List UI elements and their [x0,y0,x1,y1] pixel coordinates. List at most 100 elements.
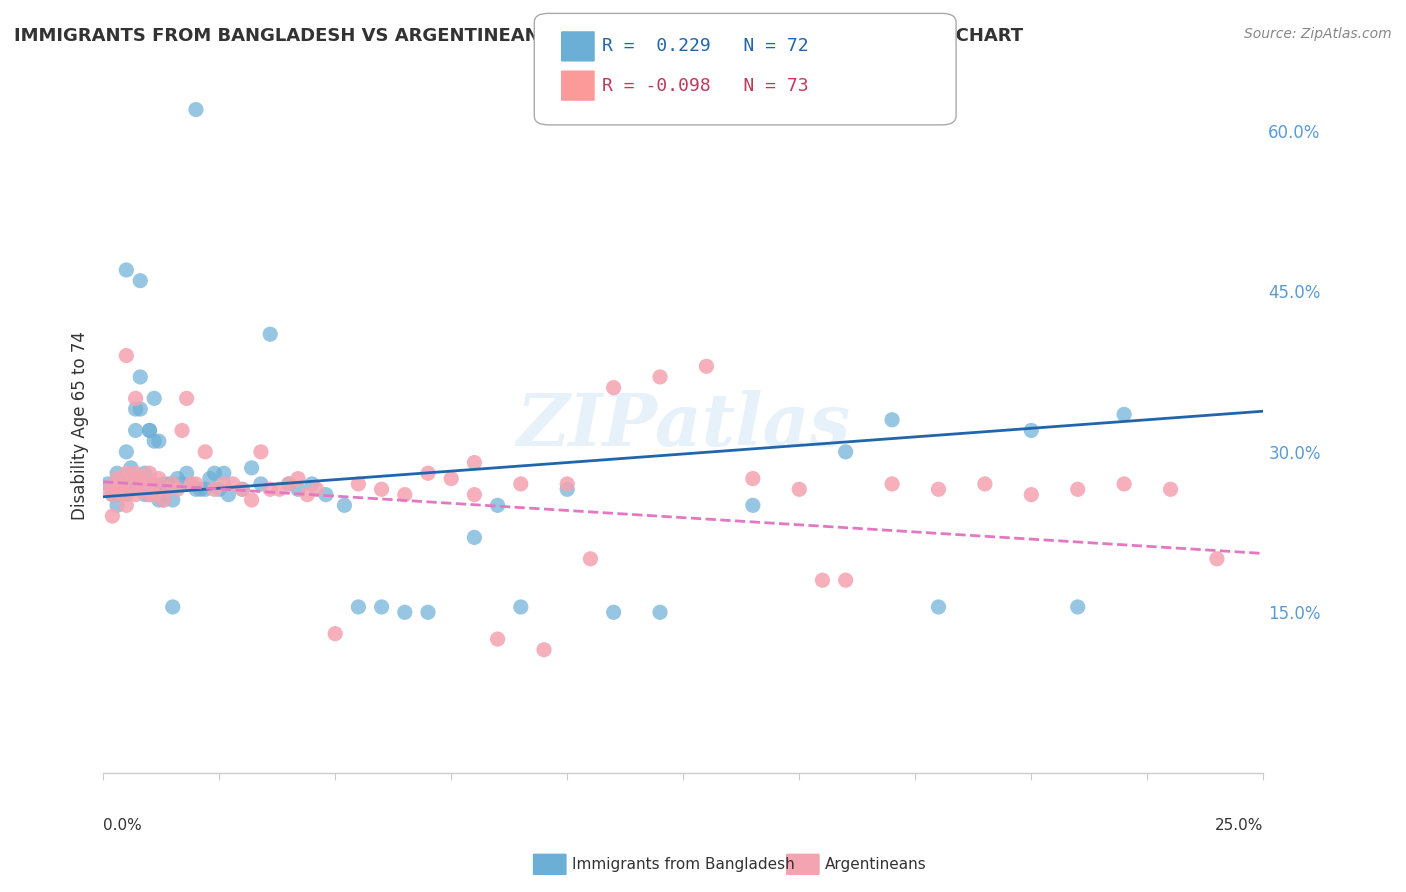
Point [157,477,180,491]
Point [323,626,346,640]
Point [1067,599,1090,614]
Point [204,467,226,481]
Point [259,327,281,342]
Point [97,477,120,491]
Point [152,477,174,491]
Point [579,551,602,566]
Point [124,488,146,502]
Point [115,445,138,459]
Point [231,483,253,497]
Point [269,483,291,497]
Point [162,599,184,614]
Point [176,467,198,481]
Point [138,424,160,438]
Point [370,483,392,497]
Point [111,483,134,497]
Point [120,483,142,497]
Point [973,477,995,491]
Point [194,483,217,497]
Point [148,493,170,508]
Point [170,477,193,491]
Point [105,472,128,486]
Point [101,488,124,502]
Point [198,472,221,486]
Point [333,499,356,513]
Point [212,467,235,481]
Point [143,477,166,491]
Point [162,477,184,491]
Text: Source: ZipAtlas.com: Source: ZipAtlas.com [1244,27,1392,41]
Point [129,274,152,288]
Point [184,477,207,491]
Point [166,472,188,486]
Point [555,483,578,497]
Point [148,434,170,449]
Point [259,483,281,497]
Point [880,413,903,427]
Point [120,461,142,475]
Point [741,472,763,486]
Point [231,483,253,497]
Point [111,477,134,491]
Y-axis label: Disability Age 65 to 74: Disability Age 65 to 74 [72,331,89,519]
Point [1067,483,1090,497]
Point [148,472,170,486]
Point [124,467,146,481]
Point [463,488,485,502]
Point [834,573,856,587]
Point [787,483,810,497]
Point [305,483,328,497]
Point [124,402,146,417]
Text: 0.0%: 0.0% [103,818,142,833]
Point [111,488,134,502]
Point [927,599,949,614]
Text: ZIPatlas: ZIPatlas [516,390,851,460]
Point [1206,551,1229,566]
Point [250,445,273,459]
Point [129,483,152,497]
Point [157,483,180,497]
Point [115,263,138,277]
Point [101,509,124,524]
Point [162,477,184,491]
Point [105,499,128,513]
Point [190,483,212,497]
Point [129,370,152,384]
Point [509,477,531,491]
Point [101,488,124,502]
Point [222,477,245,491]
Point [834,445,856,459]
Point [1114,408,1136,422]
Point [124,392,146,406]
Point [148,483,170,497]
Point [695,359,717,374]
Point [152,493,174,508]
Point [134,467,156,481]
Point [463,530,485,544]
Point [602,605,624,619]
Point [120,483,142,497]
Point [162,493,184,508]
Point [1114,477,1136,491]
Point [394,605,416,619]
Point [463,456,485,470]
Point [486,632,509,646]
Point [143,488,166,502]
Point [184,483,207,497]
Point [129,402,152,417]
Point [138,424,160,438]
Point [287,483,309,497]
Point [648,605,671,619]
Point [1019,488,1042,502]
Point [287,472,309,486]
Point [315,488,337,502]
Point [170,424,193,438]
Text: R = -0.098   N = 73: R = -0.098 N = 73 [602,77,808,95]
Point [124,477,146,491]
Point [1019,424,1042,438]
Point [1160,483,1182,497]
Point [240,493,263,508]
Point [134,477,156,491]
Point [129,472,152,486]
Point [143,392,166,406]
